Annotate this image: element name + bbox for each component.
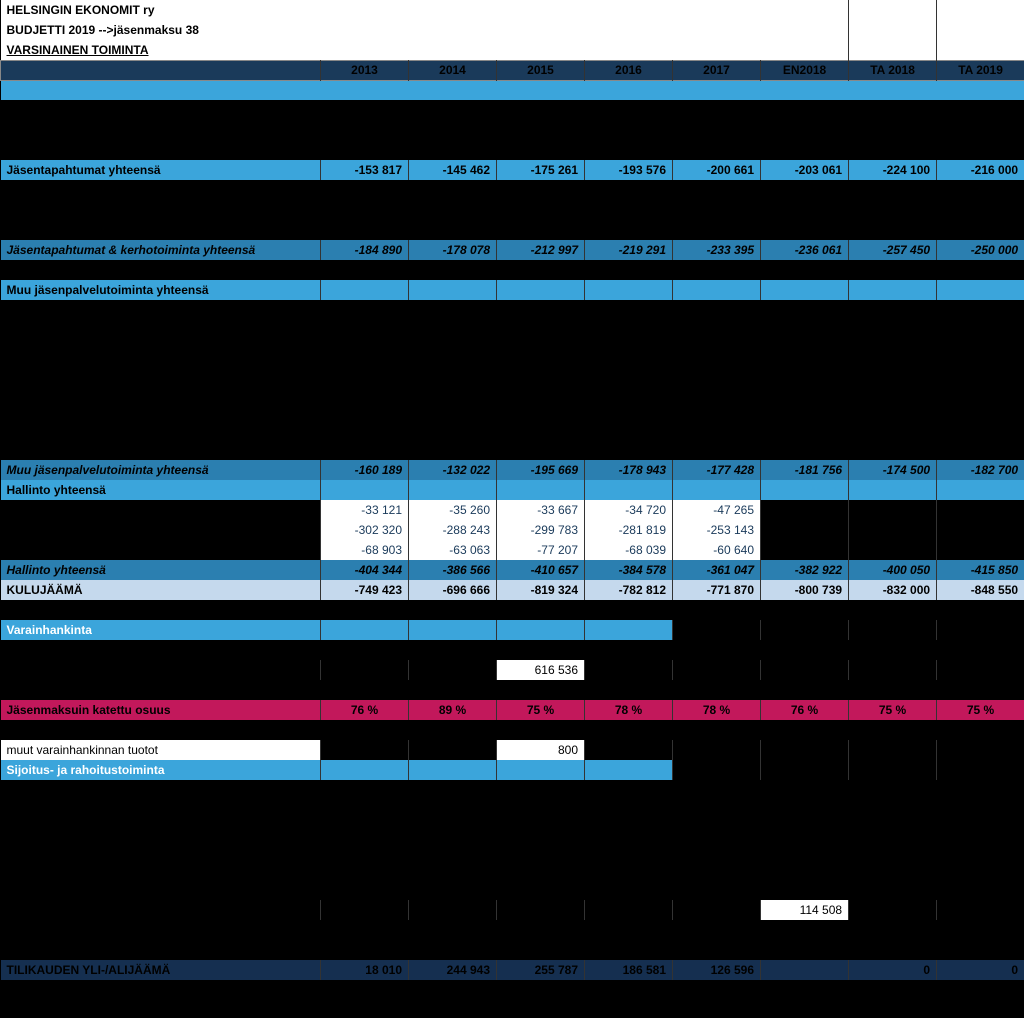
row-hallinto-total: Hallinto yhteensä -404 344 -386 566 -410… [1, 560, 1024, 580]
row-jasen-kerho: Jäsentapahtumat & kerhotoiminta yhteensä… [1, 240, 1024, 260]
row-label: Muu jäsenpalvelutoiminta yhteensä [1, 280, 321, 300]
row-label: KULUJÄÄMÄ [1, 580, 321, 600]
row-616: 616 536 [1, 660, 1024, 680]
row-jasentapahtumat: Jäsentapahtumat yhteensä -153 817 -145 4… [1, 160, 1024, 180]
row-label: Jäsenmaksuin katettu osuus [1, 700, 321, 720]
row-h3: -68 903 -63 063 -77 207 -68 039 -60 640 [1, 540, 1024, 560]
row-muu-total: Muu jäsenpalvelutoiminta yhteensä -160 1… [1, 460, 1024, 480]
title-line3: VARSINAINEN TOIMINTA [1, 40, 849, 60]
row-114: 114 508 [1, 900, 1024, 920]
row-varainhankinta: Varainhankinta [1, 620, 1024, 640]
row-jasenmaksu-pct: Jäsenmaksuin katettu osuus 76 % 89 % 75 … [1, 700, 1024, 720]
row-muu-header: Muu jäsenpalvelutoiminta yhteensä [1, 280, 1024, 300]
year-col: 2016 [585, 60, 673, 80]
row-label: TILIKAUDEN YLI-/ALIJÄÄMÄ [1, 960, 321, 980]
row-h1: -33 121 -35 260 -33 667 -34 720 -47 265 [1, 500, 1024, 520]
row-kulujaama: KULUJÄÄMÄ -749 423 -696 666 -819 324 -78… [1, 580, 1024, 600]
row-hallinto-header: Hallinto yhteensä [1, 480, 1024, 500]
row-label: Hallinto yhteensä [1, 480, 321, 500]
year-col: TA 2018 [849, 60, 937, 80]
row-sijoitus: Sijoitus- ja rahoitustoiminta [1, 760, 1024, 780]
year-header-row: 2013 2014 2015 2016 2017 EN2018 TA 2018 … [1, 60, 1024, 80]
year-col: 2014 [409, 60, 497, 80]
year-col: 2013 [321, 60, 409, 80]
row-muut-varain: muut varainhankinnan tuotot 800 [1, 740, 1024, 760]
year-col: TA 2019 [937, 60, 1024, 80]
row-label: Muu jäsenpalvelutoiminta yhteensä [1, 460, 321, 480]
row-label: Sijoitus- ja rahoitustoiminta [1, 760, 321, 780]
row-label: muut varainhankinnan tuotot [1, 740, 321, 760]
row-label: Varainhankinta [1, 620, 321, 640]
section-spacer [1, 80, 1024, 100]
year-col: 2015 [497, 60, 585, 80]
year-col: EN2018 [761, 60, 849, 80]
budget-table: HELSINGIN EKONOMIT ry BUDJETTI 2019 -->j… [0, 0, 1024, 980]
row-label: Jäsentapahtumat & kerhotoiminta yhteensä [1, 240, 321, 260]
title-line1: HELSINGIN EKONOMIT ry [1, 0, 849, 20]
row-label: Hallinto yhteensä [1, 560, 321, 580]
title-line2: BUDJETTI 2019 -->jäsenmaksu 38 [1, 20, 849, 40]
row-h2: -302 320 -288 243 -299 783 -281 819 -253… [1, 520, 1024, 540]
row-tilikauden: TILIKAUDEN YLI-/ALIJÄÄMÄ 18 010 244 943 … [1, 960, 1024, 980]
year-col: 2017 [673, 60, 761, 80]
row-label: Jäsentapahtumat yhteensä [1, 160, 321, 180]
